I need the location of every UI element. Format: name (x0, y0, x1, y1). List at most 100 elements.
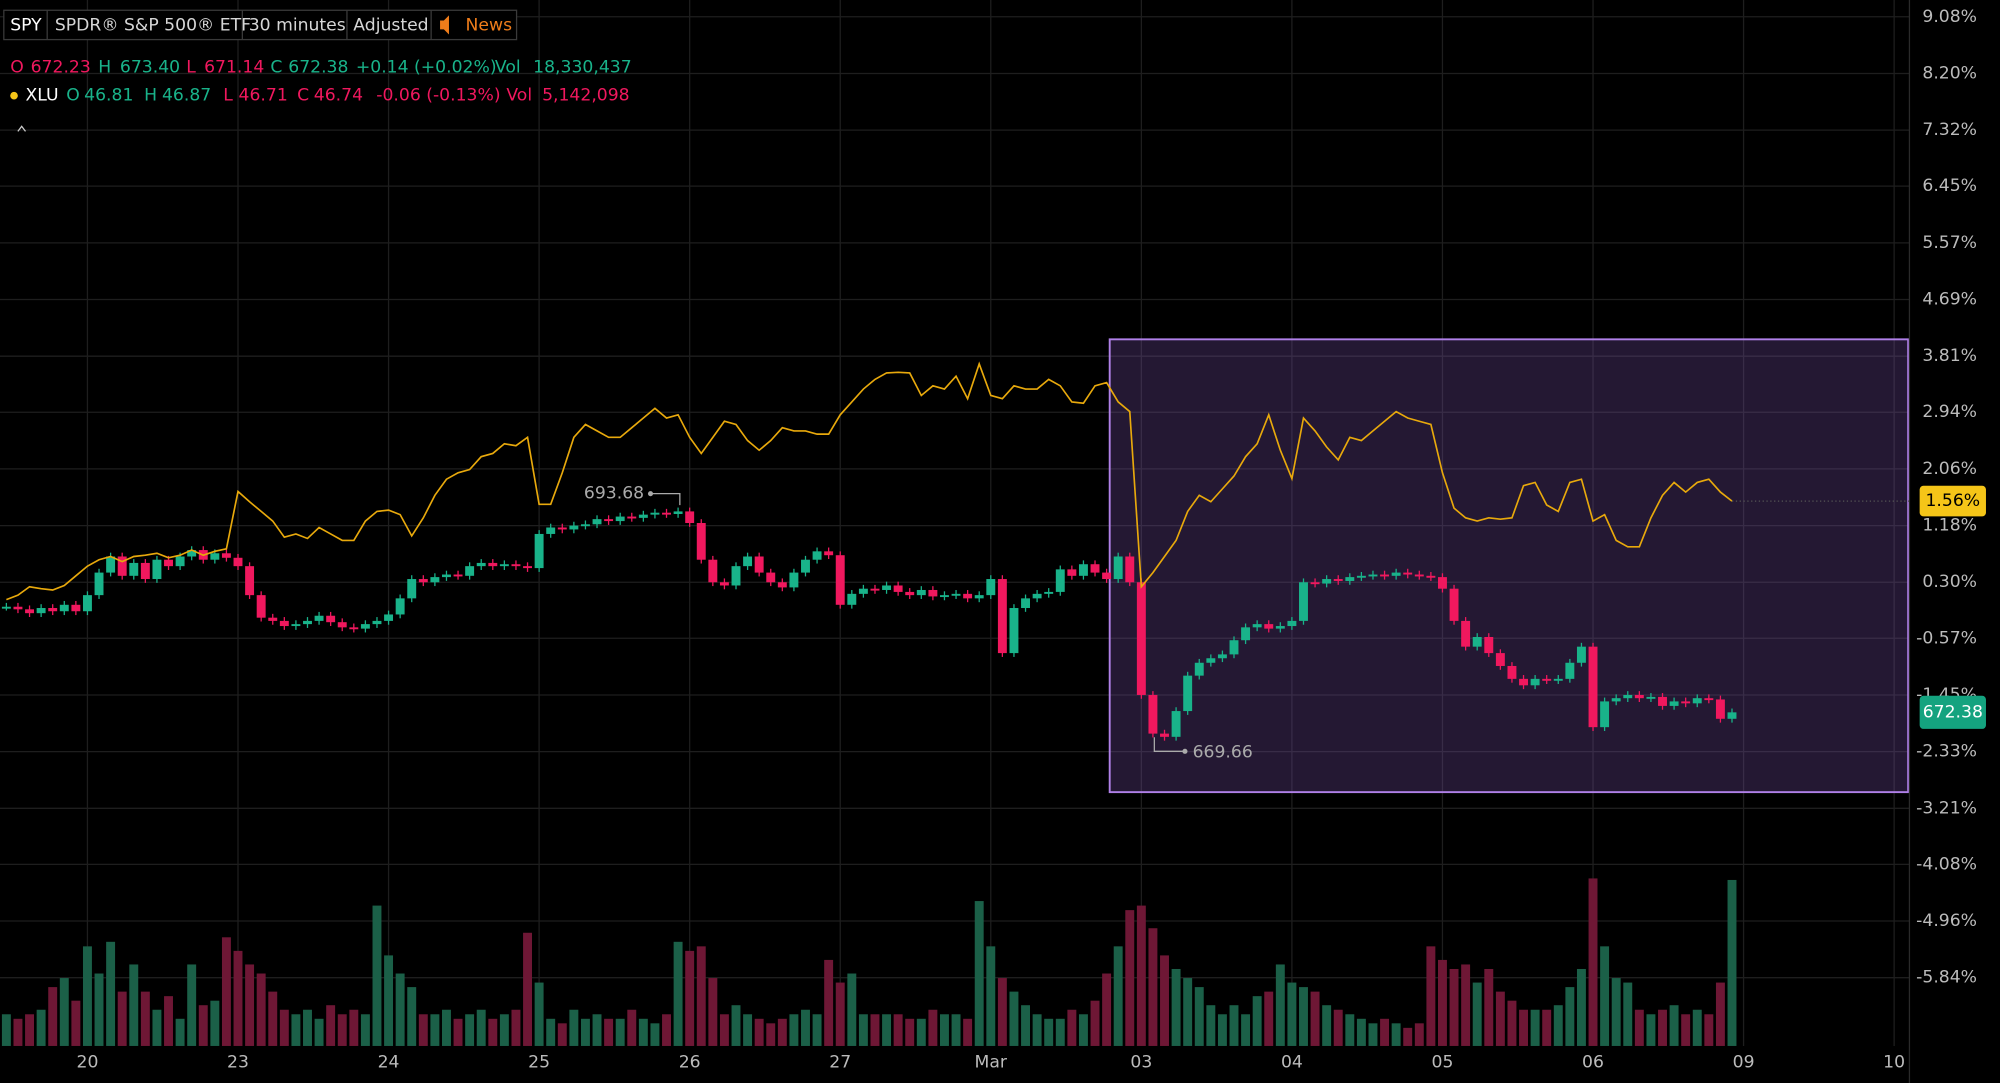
interval[interactable]: 30 minutes (249, 16, 346, 36)
candle (106, 556, 116, 573)
volume-bar (592, 1014, 602, 1046)
volume-bar (743, 1014, 753, 1046)
volume-bar (951, 1014, 961, 1046)
volume-bar (384, 955, 394, 1046)
x-tick-label: 24 (378, 1053, 400, 1073)
legend-vol-label: Vol (506, 86, 532, 106)
high-marker (650, 493, 681, 506)
volume-bar (1437, 959, 1447, 1046)
candle (580, 524, 590, 527)
y-tick-label: 7.32% (1922, 120, 1977, 140)
candle (928, 589, 938, 597)
legend-o: O (10, 58, 24, 78)
volume-bar (94, 973, 104, 1046)
candle (870, 588, 880, 591)
volume-bar (476, 1009, 486, 1046)
volume-bar (893, 1014, 903, 1046)
candle (245, 566, 255, 596)
legend-symbol: XLU (26, 86, 59, 106)
candle (1461, 620, 1471, 647)
last-price-badge (1919, 695, 1986, 729)
candle (638, 514, 648, 518)
volume-bar (1507, 1000, 1517, 1046)
collapse-button[interactable] (17, 125, 27, 132)
candle (372, 620, 382, 625)
candle (1252, 624, 1262, 628)
candle (1380, 574, 1390, 577)
volume-bar (1380, 1018, 1390, 1046)
volume-bar (1634, 1009, 1644, 1046)
volume-bar (1078, 1014, 1088, 1046)
y-tick-label: 2.06% (1922, 459, 1977, 479)
volume-bar (1553, 1005, 1563, 1046)
candle (1021, 598, 1030, 609)
candle (1658, 696, 1667, 706)
volume-bar (916, 1018, 926, 1046)
volume-bar (1113, 946, 1123, 1046)
volume-bar (569, 1009, 579, 1046)
candle (442, 574, 451, 578)
candle (1391, 572, 1401, 576)
candle (766, 572, 776, 583)
legend-high: 46.87 (162, 86, 211, 106)
volume-bar (523, 932, 533, 1046)
news-icon[interactable] (440, 15, 449, 35)
volume-bar (824, 959, 834, 1046)
candle (685, 511, 695, 524)
volume-bar (349, 1009, 359, 1046)
instrument-name[interactable]: SPDR® S&P 500® ETF (55, 16, 251, 36)
candle (36, 608, 46, 614)
candle (627, 516, 637, 519)
volume-bar (465, 1014, 475, 1046)
x-tick-label: 04 (1281, 1053, 1303, 1073)
legend-open: 672.23 (31, 58, 91, 78)
x-tick-label: 06 (1582, 1053, 1604, 1073)
candle (824, 551, 834, 556)
volume-bar (245, 964, 255, 1046)
volume-bar (1299, 987, 1308, 1046)
candle (511, 564, 521, 567)
candle (916, 589, 926, 596)
y-tick-label: -3.21% (1916, 798, 1977, 818)
candle (1519, 678, 1528, 686)
adjustment[interactable]: Adjusted (353, 16, 428, 36)
candle (1183, 675, 1193, 712)
candle (650, 512, 660, 515)
volume-bar (511, 1009, 521, 1046)
candle (94, 572, 104, 596)
last-price-label: 672.38 (1923, 702, 1983, 722)
x-tick-label: 09 (1733, 1053, 1755, 1073)
news[interactable]: News (466, 16, 513, 36)
volume-bar (106, 941, 116, 1046)
y-tick-label: -5.84% (1916, 968, 1977, 988)
high-dot (647, 491, 654, 497)
candle (1403, 572, 1413, 575)
volume-bar (442, 1009, 451, 1046)
candle (499, 564, 509, 567)
volume-bar (789, 1014, 799, 1046)
symbol[interactable]: SPY (10, 16, 42, 36)
candle (882, 585, 892, 590)
volume-bar (187, 964, 197, 1046)
candle (569, 525, 579, 530)
y-tick-label: 8.20% (1922, 63, 1977, 83)
y-tick-label: 1.18% (1922, 516, 1977, 536)
volume-bar (1217, 1014, 1227, 1046)
volume-bar (453, 1018, 463, 1046)
candle (1206, 658, 1216, 663)
candle (418, 579, 428, 583)
legend-c: C (270, 58, 282, 78)
candle (268, 617, 278, 621)
volume-bar (1519, 1009, 1528, 1046)
selection-box[interactable] (1108, 338, 1910, 794)
volume-bar (696, 946, 706, 1046)
candle (1310, 582, 1320, 585)
x-tick-label: 26 (679, 1053, 701, 1073)
volume-bar (488, 1018, 498, 1046)
candle (1229, 640, 1239, 655)
candle (1264, 624, 1274, 629)
volume-bar (1009, 991, 1019, 1046)
volume-bar (256, 973, 266, 1046)
candle (1437, 577, 1447, 589)
